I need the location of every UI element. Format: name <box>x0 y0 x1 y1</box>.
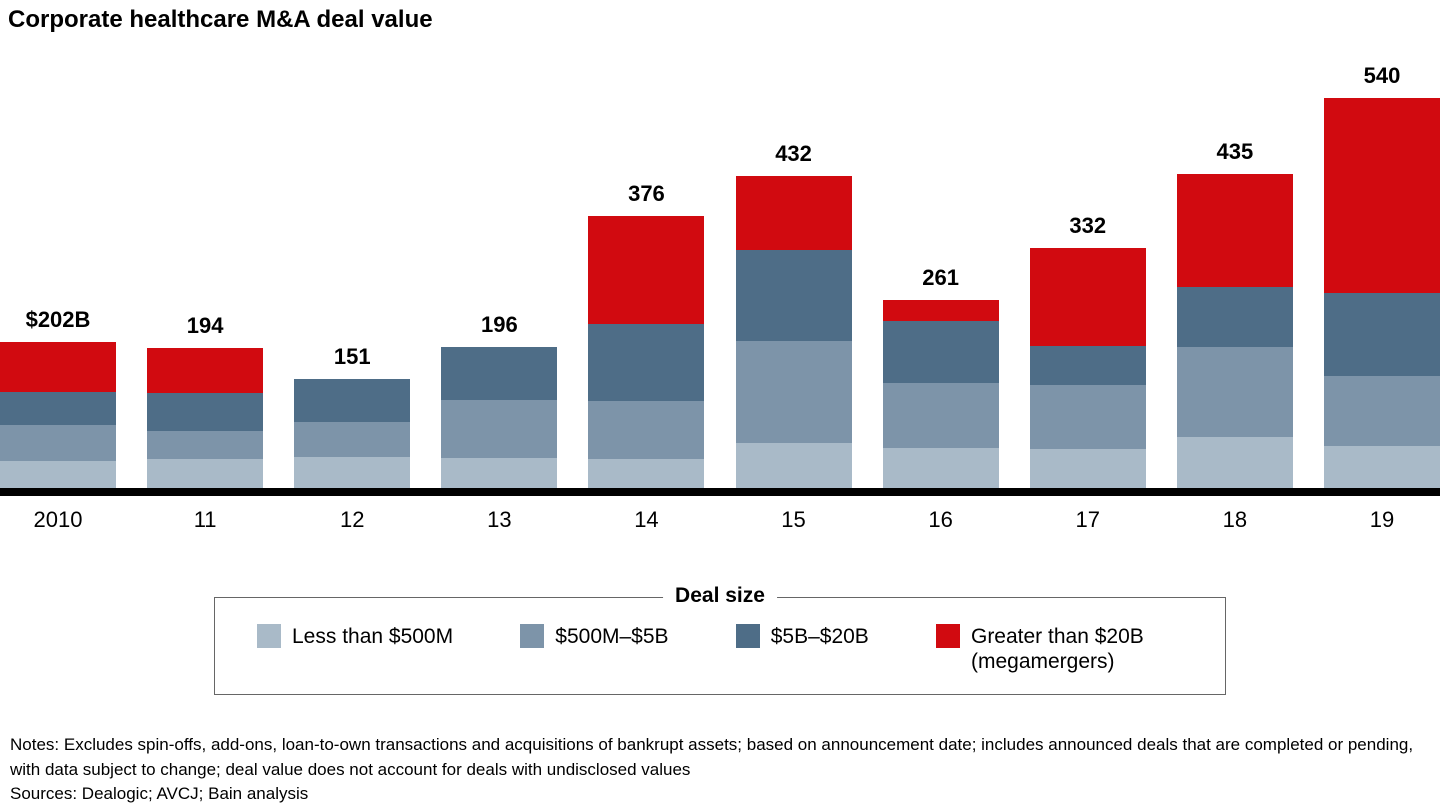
legend-item-5b-20b: $5B–$20B <box>735 624 869 674</box>
legend-item-label: $500M–$5B <box>555 625 669 648</box>
legend-item-label: $5B–$20B <box>770 625 869 648</box>
bar-column-14: 376 <box>588 181 705 488</box>
bar-segment-18-5b-20b <box>1176 287 1293 348</box>
bar-segment-15-5b-20b <box>735 250 852 342</box>
legend-swatch-icon <box>520 624 545 648</box>
x-axis-label-12: 12 <box>339 507 365 532</box>
bar-column-2010: $202B <box>0 307 116 488</box>
bar-column-19: 540 <box>1323 62 1440 488</box>
legend-item-label: Less than $500M <box>292 625 454 648</box>
x-axis-label-2010: 2010 <box>33 507 83 532</box>
x-axis-label-19: 19 <box>1369 507 1395 532</box>
legend: Deal size Less than $500M $500M–$5B $5B–$2… <box>0 584 1440 695</box>
bar-segment-16-500m-5b <box>882 383 999 449</box>
bar-segment-12-less-than-500m <box>294 456 411 488</box>
bar-segment-13-5b-20b <box>441 346 558 400</box>
bar-column-11: 194 <box>147 312 264 488</box>
bar-column-17: 332 <box>1029 213 1146 488</box>
bar-total-label-11: 194 <box>186 312 224 338</box>
legend-item-greater-than-20b-megamergers: Greater than $20B (megamergers) <box>935 624 1183 674</box>
bar-segment-14-500m-5b <box>588 400 705 460</box>
bar-segment-14-less-than-500m <box>588 459 705 488</box>
bar-column-13: 196 <box>441 311 558 488</box>
x-axis-label-18: 18 <box>1222 507 1248 532</box>
x-axis-label-17: 17 <box>1075 507 1100 532</box>
bar-segment-12-5b-20b <box>294 378 411 422</box>
legend-title: Deal size <box>663 584 777 608</box>
legend-item-500m-5b: $500M–$5B <box>520 624 669 674</box>
bar-column-18: 435 <box>1176 138 1293 488</box>
x-axis-label-13: 13 <box>487 507 512 532</box>
bar-segment-17-greater-than-20b-megamergers <box>1029 248 1146 347</box>
x-axis-label-11: 11 <box>193 507 217 532</box>
bar-total-label-12: 151 <box>333 343 371 369</box>
bar-segment-16-5b-20b <box>882 320 999 384</box>
bar-segment-13-500m-5b <box>441 399 558 458</box>
x-axis-label-14: 14 <box>634 507 659 532</box>
bar-segment-19-500m-5b <box>1323 376 1440 447</box>
plot-area: $202B 194 151 196 376 432 261 332 435 540 <box>0 60 1440 488</box>
legend-item-less-than-500m: Less than $500M <box>257 624 453 674</box>
sources-text: Sources: Dealogic; AVCJ; Bain analysis <box>10 784 309 804</box>
bar-segment-2010-greater-than-20b-megamergers <box>0 342 116 393</box>
bar-segment-2010-5b-20b <box>0 392 116 426</box>
x-axis-line <box>0 488 1440 496</box>
bar-total-label-19: 540 <box>1363 62 1401 88</box>
bar-segment-2010-500m-5b <box>0 425 116 461</box>
x-axis-labels: 2010 11 12 13 14 15 16 17 18 19 <box>0 496 1440 533</box>
bar-segment-11-500m-5b <box>147 430 264 460</box>
bar-segment-13-less-than-500m <box>441 457 558 488</box>
bar-segment-18-less-than-500m <box>1176 436 1293 488</box>
bar-segment-17-500m-5b <box>1029 385 1146 449</box>
legend-box: Deal size Less than $500M $500M–$5B $5B–$2… <box>214 584 1226 695</box>
bar-segment-16-greater-than-20b-megamergers <box>882 299 999 321</box>
bar-column-12: 151 <box>294 343 411 488</box>
bar-total-label-2010: $202B <box>25 307 91 333</box>
legend-swatch-icon <box>735 624 760 648</box>
bar-segment-18-greater-than-20b-megamergers <box>1176 173 1293 288</box>
bar-segment-15-500m-5b <box>735 341 852 443</box>
bar-total-label-17: 332 <box>1069 213 1107 239</box>
bar-segment-17-5b-20b <box>1029 346 1146 386</box>
notes-text: Notes: Excludes spin-offs, add-ons, loan… <box>10 735 1414 779</box>
chart-title: Corporate healthcare M&A deal value <box>8 6 433 33</box>
bar-total-label-14: 376 <box>628 181 665 207</box>
bar-segment-17-less-than-500m <box>1029 449 1146 488</box>
bar-column-15: 432 <box>735 141 852 488</box>
bar-total-label-13: 196 <box>480 311 518 337</box>
bar-segment-15-greater-than-20b-megamergers <box>735 176 852 251</box>
bar-segment-11-greater-than-20b-megamergers <box>147 347 264 394</box>
bar-segment-12-500m-5b <box>294 421 411 457</box>
bar-segment-16-less-than-500m <box>882 448 999 488</box>
legend-item-label: Greater than $20B (megamergers) <box>970 625 1144 673</box>
bar-segment-18-500m-5b <box>1176 347 1293 437</box>
bar-segment-19-less-than-500m <box>1323 446 1440 488</box>
x-axis-label-15: 15 <box>781 507 806 532</box>
legend-items: Less than $500M $500M–$5B $5B–$20B Greater … <box>257 624 1183 674</box>
bar-segment-11-less-than-500m <box>147 459 264 488</box>
bar-segment-2010-less-than-500m <box>0 460 116 488</box>
x-axis-label-16: 16 <box>928 507 953 532</box>
legend-swatch-icon <box>935 624 960 648</box>
bar-segment-11-5b-20b <box>147 393 264 431</box>
bar-total-label-16: 261 <box>922 264 960 290</box>
bar-segment-19-greater-than-20b-megamergers <box>1323 97 1440 293</box>
bar-segment-19-5b-20b <box>1323 292 1440 377</box>
bar-segment-15-less-than-500m <box>735 442 852 488</box>
bar-segment-14-5b-20b <box>588 324 705 401</box>
bar-total-label-15: 432 <box>775 141 812 167</box>
legend-swatch-icon <box>257 624 281 648</box>
bar-total-label-18: 435 <box>1216 138 1254 164</box>
bar-column-16: 261 <box>882 264 999 488</box>
bar-segment-14-greater-than-20b-megamergers <box>588 216 705 325</box>
